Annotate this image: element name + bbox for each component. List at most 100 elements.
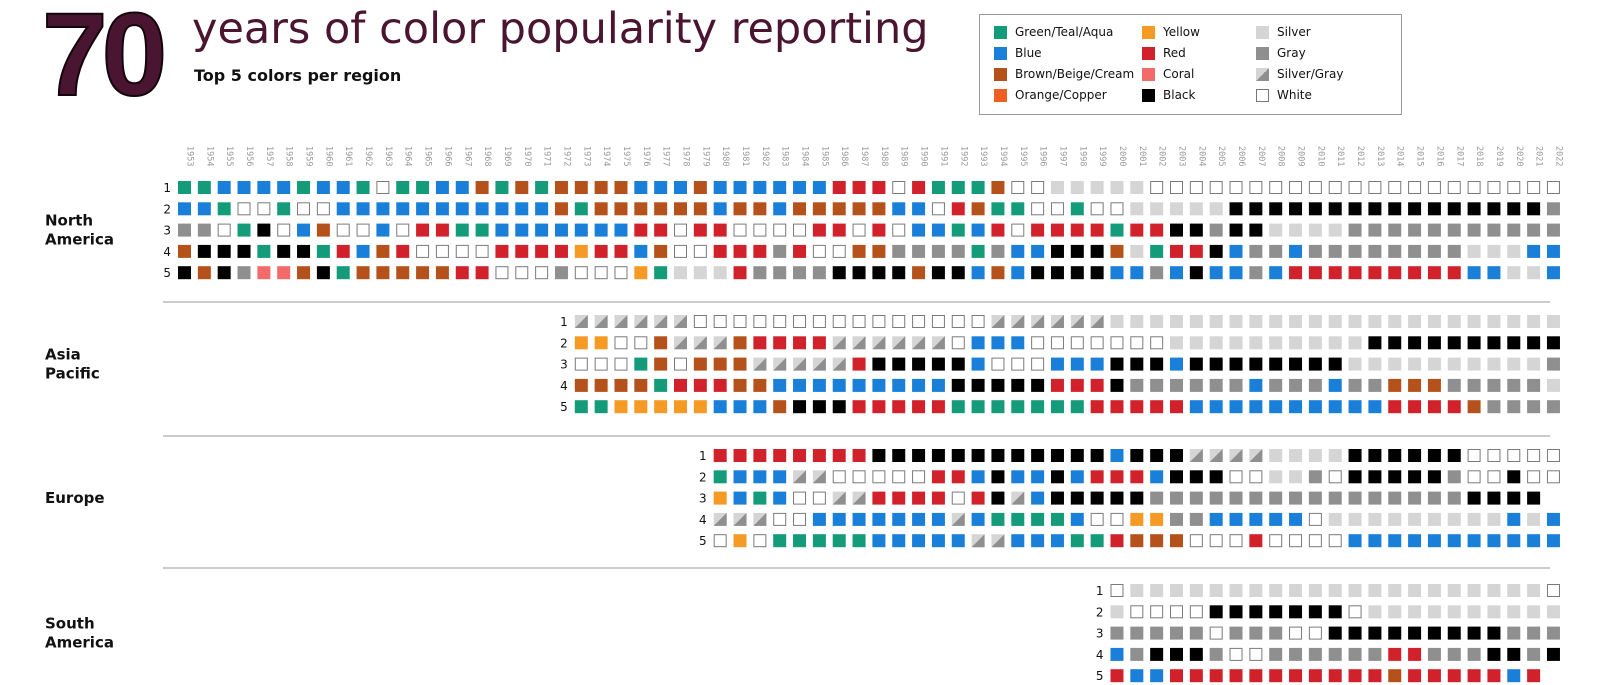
color-cell-brown-beige-cream [674,202,687,216]
color-cell-brown-beige-cream [614,181,628,194]
color-cell-white [1229,647,1243,661]
color-cell-silver [1269,315,1283,328]
color-cell-gray [1308,647,1322,661]
legend-swatch [1256,88,1269,102]
color-cell-white [1170,605,1183,619]
color-cell-brown-beige-cream [554,202,568,216]
color-cell-gray [1408,244,1422,258]
color-cell-black [1348,470,1362,484]
color-cell-white [1050,202,1064,216]
color-cell-white [733,223,747,237]
color-cell-silver [1368,315,1382,328]
color-cell-black [1031,378,1045,392]
color-cell-black [1209,605,1223,619]
color-cell-red [1170,669,1183,683]
color-cell-red [812,449,826,462]
color-cell-blue [1408,534,1422,548]
color-cell-blue [356,202,370,216]
color-cell-white [1487,470,1501,484]
year-label: 1989 [899,146,909,166]
color-cell-silver [1070,181,1084,194]
color-cell-brown-beige-cream [912,266,926,280]
color-cell-silver-gray [1090,315,1104,328]
color-cell-red [674,378,687,392]
color-cell-blue [931,534,945,548]
color-cell-black [1368,449,1382,462]
legend-label: Yellow [1163,25,1200,39]
color-cell-white [971,315,985,328]
color-cell-green-teal-aqua [495,181,509,194]
color-cell-black [931,449,945,462]
color-cell-silver [1289,470,1303,484]
year-label: 1978 [681,146,691,166]
color-cell-red [1447,266,1461,280]
color-cell-silver [1308,315,1322,328]
color-cell-silver [1170,315,1183,328]
color-cell-black [1527,202,1541,216]
rank-label: 4 [699,513,707,527]
color-cell-gray [1447,470,1461,484]
color-cell-red [1090,223,1104,237]
color-cell-red [753,336,767,350]
color-cell-red [852,357,866,371]
color-cell-silver [1507,315,1521,328]
color-cell-blue [455,181,469,194]
color-cell-red [634,223,648,237]
color-cell-brown-beige-cream [634,378,648,392]
color-cell-black [1447,202,1461,216]
color-cell-black [1467,491,1481,505]
color-cell-red [713,449,727,462]
color-cell-green-teal-aqua [1011,202,1025,216]
color-cell-brown-beige-cream [1408,378,1422,392]
color-cell-blue [614,223,628,237]
color-cell-black [1467,626,1481,640]
color-cell-green-teal-aqua [812,534,826,548]
color-cell-white [1110,202,1124,216]
color-cell-blue [1546,244,1560,258]
legend-label: Brown/Beige/Cream [1015,67,1135,81]
color-cell-blue [554,223,568,237]
color-cell-silver [1527,357,1541,371]
color-cell-white [1090,202,1104,216]
color-cell-black [991,378,1005,392]
color-cell-silver [1388,605,1402,619]
color-cell-white [991,357,1005,371]
year-label: 1990 [919,146,929,166]
color-cell-red [872,400,886,414]
color-cell-red [1527,669,1541,683]
color-cell-gray [1447,378,1461,392]
color-cell-brown-beige-cream [614,378,628,392]
color-cell-gray [1150,378,1164,392]
color-cell-blue [852,378,866,392]
color-cell-green-teal-aqua [1070,534,1084,548]
color-cell-gray [1289,378,1303,392]
color-cell-black [1388,449,1402,462]
color-cell-black [1189,223,1203,237]
color-cell-green-teal-aqua [594,400,608,414]
color-cell-black [1447,336,1461,350]
color-cell-white [1447,181,1461,194]
color-cell-red [931,400,945,414]
color-cell-red [1487,669,1501,683]
region-europe: Europe 1 2 3 4 5 [45,449,1560,548]
color-cell-blue [1229,512,1243,526]
color-cell-gray [1527,647,1541,661]
color-cell-red [1110,669,1124,683]
color-cell-white [773,512,787,526]
color-cell-black [1289,357,1303,371]
color-cell-green-teal-aqua [1150,244,1164,258]
color-cell-black [1388,202,1402,216]
year-label: 1953 [185,146,195,166]
color-cell-silver [1546,378,1560,392]
color-cell-silver-gray [832,491,846,505]
color-cell-white [1031,336,1045,350]
color-cell-blue [892,534,906,548]
color-cell-gray [1170,378,1183,392]
year-label: 2007 [1256,146,1266,166]
color-cell-silver [1507,266,1521,280]
color-cell-black [217,244,231,258]
color-cell-silver-gray [1070,315,1084,328]
region-label: America [45,231,114,249]
color-cell-gray [1209,223,1223,237]
color-cell-silver [1308,449,1322,462]
